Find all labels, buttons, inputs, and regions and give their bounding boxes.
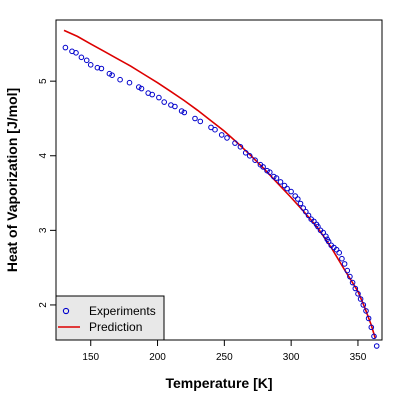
experiment-point	[352, 285, 359, 292]
experiment-point	[218, 132, 225, 138]
experiment-point	[349, 279, 356, 286]
experiment-point	[267, 169, 273, 175]
experiment-point	[365, 315, 372, 322]
experiment-point	[355, 291, 361, 297]
legend-experiments-marker	[62, 307, 70, 315]
experiment-point	[260, 164, 266, 170]
experiment-point	[224, 135, 230, 141]
experiment-point	[106, 70, 113, 77]
x-tick-label: 200	[149, 352, 166, 363]
y-tick-label: 4	[38, 153, 49, 159]
experiment-point	[368, 324, 375, 331]
y-axis-title: Heat of Vaporization [J/mol]	[4, 88, 20, 272]
plot-frame	[55, 19, 383, 341]
experiment-point	[320, 229, 327, 236]
experiment-point	[181, 109, 188, 116]
y-tick-label: 2	[38, 302, 49, 308]
experiment-point	[98, 65, 105, 72]
experiment-point	[264, 167, 270, 174]
experiment-point	[288, 188, 294, 195]
experiment-point	[300, 205, 307, 211]
experiment-point	[373, 343, 380, 349]
experiment-point	[246, 153, 253, 159]
experiment-point	[292, 193, 299, 199]
prediction-line	[63, 29, 377, 339]
axis-ticks: 150 200 250 300 350 2 3 4 5	[38, 78, 367, 363]
x-tick-label: 150	[82, 352, 99, 363]
legend: Experiments Prediction	[55, 295, 165, 341]
experiment-point	[78, 54, 85, 61]
experiment-point	[281, 182, 288, 189]
experiment-point	[192, 115, 198, 122]
experiment-point	[178, 108, 185, 114]
experiment-point	[315, 223, 321, 230]
experiment-point	[232, 140, 238, 146]
experiment-point	[117, 76, 123, 83]
experiment-point	[62, 44, 69, 51]
legend-prediction-label: Prediction	[89, 320, 142, 334]
experiment-point	[149, 91, 155, 98]
experiment-point	[87, 62, 94, 68]
experiment-point	[284, 185, 290, 192]
experiment-point	[363, 308, 369, 314]
prediction-series	[63, 29, 377, 339]
x-tick-label: 350	[350, 352, 367, 363]
experiment-point	[297, 200, 304, 207]
experiment-point	[305, 212, 312, 219]
experiment-point	[360, 302, 367, 308]
legend-experiments-label: Experiments	[89, 304, 156, 318]
experiment-point	[325, 238, 332, 245]
experiment-point	[344, 267, 351, 274]
experiment-point	[212, 126, 218, 133]
y-tick-label: 3	[38, 227, 49, 233]
experiment-point	[126, 79, 133, 86]
experiment-point	[172, 103, 178, 110]
experiment-point	[237, 144, 244, 150]
experiment-point	[83, 57, 90, 64]
experiment-point	[336, 249, 343, 256]
legend-box	[55, 295, 165, 341]
experiment-point	[138, 85, 145, 92]
experiment-point	[323, 233, 329, 240]
experiment-point	[303, 208, 309, 215]
experiment-point	[109, 72, 115, 78]
experiment-point	[271, 173, 277, 180]
experiment-point	[341, 261, 348, 267]
experiment-point	[73, 50, 79, 56]
experiment-point	[252, 157, 258, 163]
experiment-point	[347, 273, 353, 280]
experiment-point	[208, 124, 214, 131]
experiment-point	[242, 150, 249, 156]
experiment-point	[161, 99, 167, 105]
experiment-point	[277, 179, 284, 185]
experiment-point	[273, 175, 280, 181]
x-tick-label: 300	[283, 352, 300, 363]
experiment-point	[295, 196, 301, 202]
experiment-point	[371, 333, 377, 340]
experiment-point	[339, 255, 345, 262]
experiment-point	[156, 94, 162, 101]
x-axis-title: Temperature [K]	[165, 375, 272, 391]
x-tick-label: 250	[216, 352, 233, 363]
experiment-point	[197, 118, 204, 125]
y-tick-label: 5	[38, 78, 49, 84]
experiment-point	[136, 84, 142, 90]
experiments-series	[62, 44, 380, 349]
experiment-point	[357, 296, 364, 302]
